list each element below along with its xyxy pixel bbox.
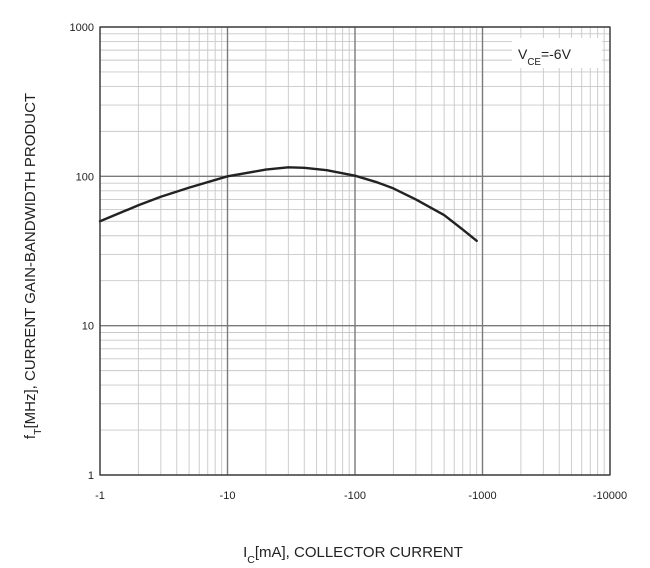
y-axis-label-main: f: [22, 434, 39, 439]
y-tick-label: 1: [88, 470, 94, 482]
x-axis-label: IC[mA], COLLECTOR CURRENT: [243, 544, 463, 566]
y-tick-label: 10: [82, 321, 94, 333]
vce-annotation: VCE=-6V: [518, 46, 572, 68]
x-tick-label: -1000: [468, 490, 496, 502]
vce-annotation-rest: =-6V: [541, 46, 572, 62]
vce-annotation-main: V: [518, 46, 528, 62]
x-tick-label: -10: [220, 490, 236, 502]
y-tick-label: 100: [76, 171, 94, 183]
y-tick-label: 1000: [70, 22, 94, 34]
y-axis-label: fT[MHz], CURRENT GAIN-BANDWIDTH PRODUCT: [22, 93, 44, 439]
plot-layer: [98, 166, 478, 243]
axis-layer: -1 -10 -100 -1000 -10000 1 10 100 1000 IC[mA], CO…: [22, 22, 627, 566]
plot-frame: [99, 26, 611, 476]
grid-layer: [99, 26, 611, 476]
annotation-layer: VCE=-6V: [512, 38, 602, 68]
vce-annotation-subscript: CE: [527, 57, 541, 68]
x-axis-label-rest: [mA], COLLECTOR CURRENT: [255, 544, 463, 561]
y-axis-label-rest: [MHz], CURRENT GAIN-BANDWIDTH PRODUCT: [22, 93, 39, 429]
series-line: [98, 166, 478, 243]
y-axis-label-subscript: T: [32, 428, 44, 435]
x-axis-label-subscript: C: [247, 554, 255, 566]
x-tick-label: -1: [95, 490, 105, 502]
x-axis-label-main: I: [243, 544, 247, 561]
x-tick-label: -100: [344, 490, 366, 502]
x-tick-label: -10000: [593, 490, 627, 502]
annotation-box: [512, 38, 602, 68]
